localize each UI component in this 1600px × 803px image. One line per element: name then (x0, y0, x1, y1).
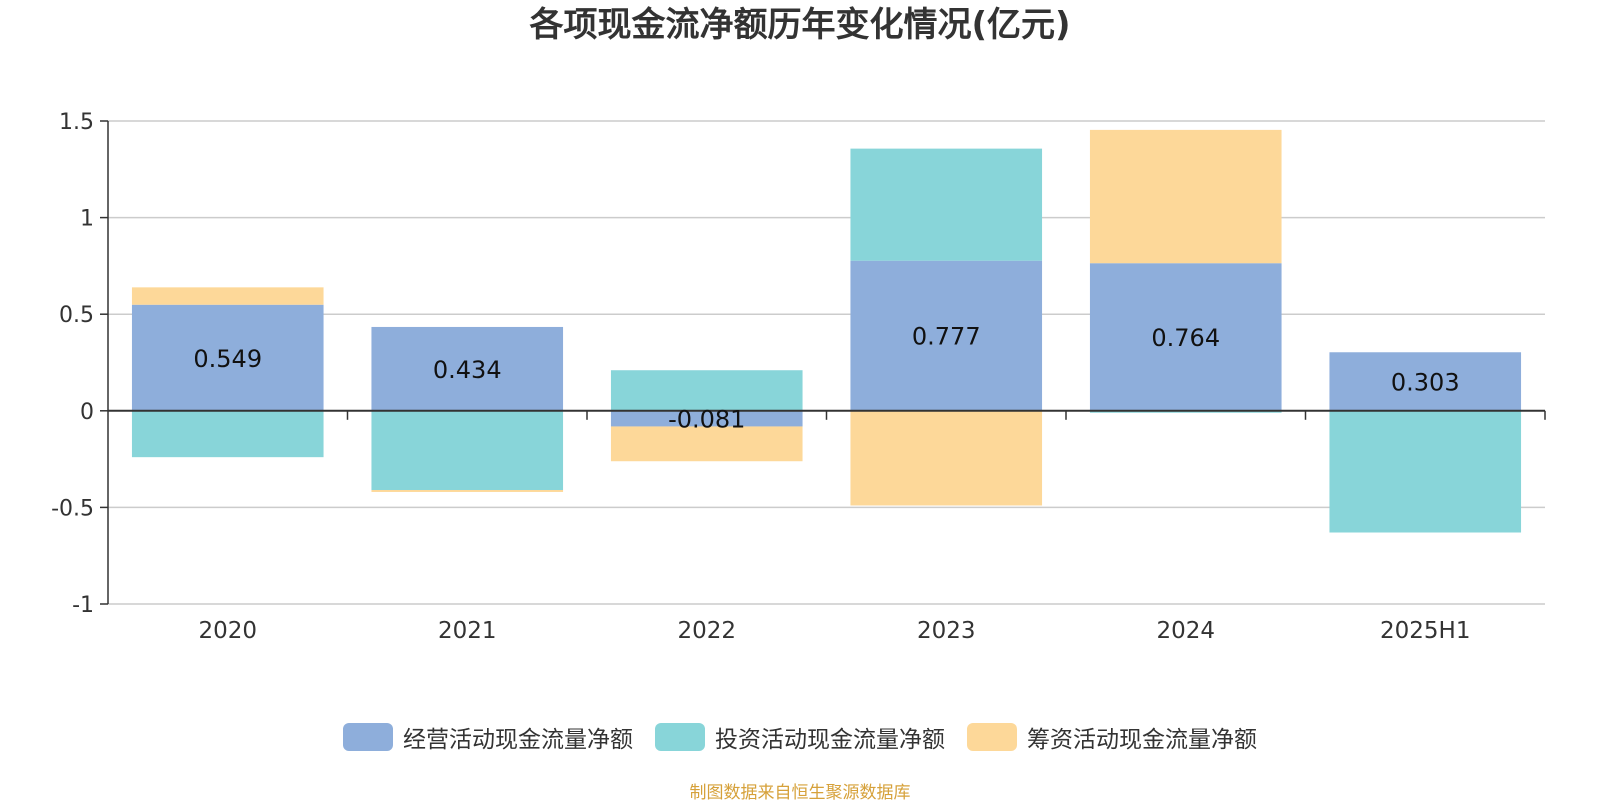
data-label: 0.777 (912, 323, 981, 351)
source-note: 制图数据来自恒生聚源数据库 (689, 783, 911, 803)
legend-item-financing[interactable]: 筹资活动现金流量净额 (967, 720, 1257, 754)
data-label: 0.549 (193, 345, 262, 373)
bar-2024-series-2 (1089, 129, 1282, 264)
data-label: -0.081 (668, 406, 745, 434)
bar-2023-series-2 (850, 410, 1043, 506)
bar-2024-series-0 (1089, 263, 1282, 411)
bar-chart: 1.5 1 0.5 0 -0.5 -1 2020 2021 2022 2023 2024 2025H1… (51, 110, 1546, 644)
axes: 1.5 1 0.5 0 -0.5 -1 2020 2021 2022 2023 2024 2025H1 (51, 110, 1546, 644)
bar-2021-series-2 (371, 490, 564, 492)
legend-swatch-operating (343, 723, 393, 751)
bar-2021-series-1 (371, 410, 564, 491)
y-tick-label: -0.5 (51, 496, 94, 521)
legend-label-investing: 投资活动现金流量净额 (715, 727, 945, 753)
legend-swatch-investing (655, 723, 705, 751)
bar-2025H1-series-1 (1329, 410, 1522, 533)
bar-2023-series-0 (850, 260, 1043, 411)
bar-2020-series-1 (131, 410, 324, 458)
bar-2025H1-series-0 (1329, 352, 1522, 411)
bar-group (131, 129, 1522, 533)
bar-2022-series-1 (610, 370, 803, 411)
legend-label-financing: 筹资活动现金流量净额 (1027, 727, 1257, 753)
x-tick-label: 2024 (1156, 618, 1215, 644)
legend: 经营活动现金流量净额 投资活动现金流量净额 筹资活动现金流量净额 (0, 720, 1600, 754)
y-tick-label: 0.5 (59, 303, 94, 328)
bar-2022-series-0 (610, 410, 803, 427)
data-label: 0.303 (1391, 369, 1460, 397)
x-tick-label: 2021 (438, 618, 497, 644)
x-tick-label: 2025H1 (1380, 618, 1470, 644)
chart-title: 各项现金流净额历年变化情况(亿元) (529, 5, 1071, 45)
y-tick-label: 1 (80, 207, 94, 232)
y-tick-label: 1.5 (59, 110, 94, 135)
bar-2023-series-1 (850, 148, 1043, 261)
legend-swatch-financing (967, 723, 1017, 751)
bar-2020-series-0 (131, 304, 324, 411)
bar-2021-series-0 (371, 326, 564, 411)
x-tick-label: 2020 (198, 618, 257, 644)
y-tick-label: -1 (72, 593, 94, 618)
x-tick-label: 2023 (917, 618, 976, 644)
data-label: 0.434 (433, 356, 502, 384)
legend-item-operating[interactable]: 经营活动现金流量净额 (343, 720, 633, 754)
x-tick-label: 2022 (677, 618, 736, 644)
bar-2022-series-2 (610, 426, 803, 462)
y-tick-label: 0 (80, 400, 94, 425)
data-labels: 0.549 0.434 -0.081 0.777 0.764 0.303 (193, 323, 1459, 434)
data-label: 0.764 (1151, 324, 1220, 352)
bar-2020-series-2 (131, 287, 324, 305)
legend-label-operating: 经营活动现金流量净额 (403, 727, 633, 753)
legend-item-investing[interactable]: 投资活动现金流量净额 (655, 720, 945, 754)
